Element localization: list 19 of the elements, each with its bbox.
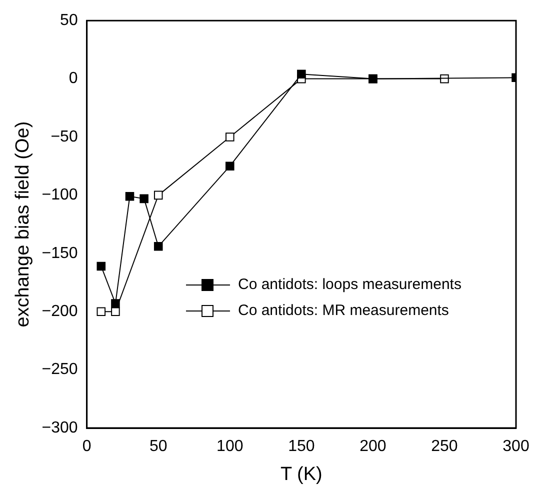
y-tick-label: −250 <box>42 361 78 378</box>
legend-label: Co antidots: MR measurements <box>238 302 449 320</box>
y-tick-label: −200 <box>42 303 78 320</box>
x-tick-label: 50 <box>149 438 168 456</box>
y-tick-label: −100 <box>42 186 78 204</box>
y-tick-label: 50 <box>60 12 78 30</box>
y-tick-label: −300 <box>42 419 78 436</box>
x-tick-label: 300 <box>502 438 530 456</box>
y-tick-label: −150 <box>42 244 78 262</box>
x-tick-label: 250 <box>431 438 458 456</box>
y-tick-label: −50 <box>50 128 78 146</box>
legend-label: Co antidots: loops measurements <box>238 276 462 294</box>
x-tick-label: 0 <box>82 438 92 456</box>
x-tick-label: 150 <box>288 438 315 456</box>
y-tick-label: 0 <box>68 70 78 88</box>
x-tick-label: 100 <box>216 438 244 456</box>
x-axis-title: T (K) <box>280 464 322 485</box>
y-axis-title: exchange bias field (Oe) <box>12 121 34 328</box>
x-tick-label: 200 <box>360 438 386 456</box>
